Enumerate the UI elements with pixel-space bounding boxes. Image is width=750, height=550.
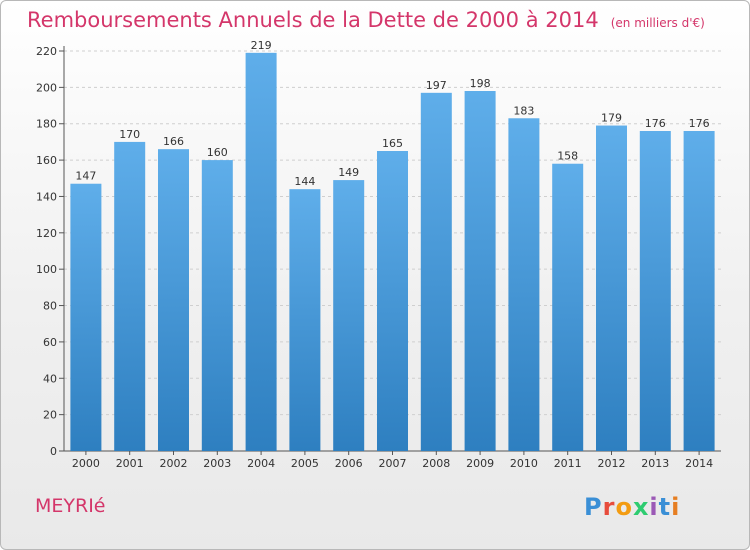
x-tick-label-2000: 2000 — [72, 457, 100, 470]
x-tick-label-2011: 2011 — [554, 457, 582, 470]
value-label-2000: 147 — [75, 170, 96, 183]
y-tick-label: 80 — [43, 300, 57, 313]
chart-title: Remboursements Annuels de la Dette de 20… — [27, 8, 599, 32]
y-tick-label: 180 — [36, 118, 57, 131]
value-label-2003: 160 — [207, 146, 228, 159]
logo-letter: r — [602, 493, 616, 521]
x-tick-label-2005: 2005 — [291, 457, 319, 470]
x-tick-label-2001: 2001 — [116, 457, 144, 470]
bar-2007 — [377, 151, 408, 451]
value-label-2004: 219 — [251, 39, 272, 52]
bar-2003 — [201, 160, 233, 451]
value-label-2010: 183 — [513, 104, 534, 117]
value-label-2002: 166 — [163, 135, 184, 148]
bar-2006 — [333, 180, 365, 451]
value-label-2007: 165 — [382, 137, 403, 150]
bar-2001 — [114, 141, 146, 451]
bar-2010 — [508, 118, 540, 451]
x-tick-label-2003: 2003 — [203, 457, 231, 470]
y-tick-label: 60 — [43, 336, 57, 349]
x-tick-label-2009: 2009 — [466, 457, 494, 470]
y-tick-label: 0 — [50, 445, 57, 458]
y-tick-label: 40 — [43, 372, 57, 385]
bar-2002 — [158, 149, 189, 451]
y-tick-label: 220 — [36, 45, 57, 58]
bar-2013 — [639, 131, 671, 451]
logo-letter: i — [649, 493, 659, 521]
logo-letter: t — [658, 493, 672, 521]
value-label-2011: 158 — [557, 150, 578, 163]
value-label-2009: 198 — [470, 77, 491, 90]
bar-2014 — [683, 131, 715, 451]
logo-letter: P — [584, 493, 603, 521]
chart-title-line: Remboursements Annuels de la Dette de 20… — [27, 8, 705, 32]
city-name: MEYRIé — [35, 495, 106, 517]
x-tick-label-2012: 2012 — [598, 457, 626, 470]
x-tick-label-2002: 2002 — [160, 457, 188, 470]
bar-2005 — [289, 189, 321, 451]
logo-letter: i — [671, 493, 681, 521]
x-tick-label-2013: 2013 — [641, 457, 669, 470]
bar-2012 — [596, 125, 627, 451]
x-tick-label-2007: 2007 — [379, 457, 407, 470]
value-label-2012: 179 — [601, 112, 622, 125]
logo-letter: o — [615, 493, 633, 521]
value-label-2006: 149 — [338, 166, 359, 179]
bar-2004 — [245, 52, 277, 452]
proxiti-logo: Proxiti — [584, 493, 680, 521]
value-label-2013: 176 — [645, 117, 666, 130]
y-tick-label: 20 — [43, 409, 57, 422]
x-tick-label-2004: 2004 — [247, 457, 275, 470]
logo-letter: x — [632, 493, 650, 521]
value-label-2001: 170 — [119, 128, 140, 141]
x-tick-label-2014: 2014 — [685, 457, 713, 470]
y-tick-label: 160 — [36, 154, 57, 167]
chart-subtitle: (en milliers d'€) — [610, 16, 705, 30]
x-tick-label-2010: 2010 — [510, 457, 538, 470]
y-tick-label: 140 — [36, 190, 57, 203]
y-tick-label: 200 — [36, 81, 57, 94]
bar-2009 — [464, 91, 496, 451]
bar-2000 — [70, 183, 102, 451]
y-tick-label: 120 — [36, 227, 57, 240]
x-tick-label-2008: 2008 — [422, 457, 450, 470]
bar-2011 — [552, 163, 584, 451]
y-tick-label: 100 — [36, 263, 57, 276]
x-tick-label-2006: 2006 — [335, 457, 363, 470]
value-label-2014: 176 — [689, 117, 710, 130]
value-label-2005: 144 — [294, 175, 315, 188]
value-label-2008: 197 — [426, 79, 447, 92]
bar-2008 — [420, 92, 452, 452]
